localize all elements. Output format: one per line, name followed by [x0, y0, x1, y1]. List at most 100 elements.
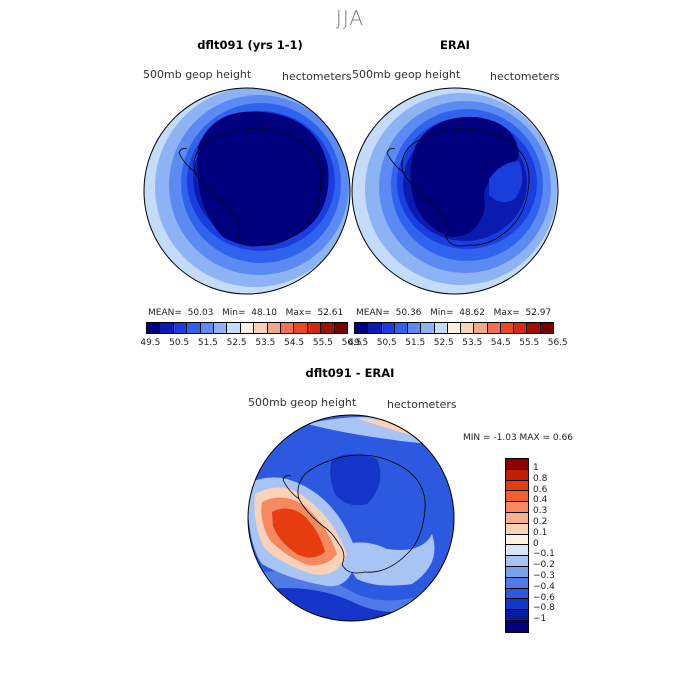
colorbar-swatch — [187, 323, 201, 333]
panel3-colorbar-labels: 1 0.8 0.6 0.4 0.3 0.2 0.1 0 −0.1 −0.2 −0.3 −0.4 −0.6… — [533, 463, 555, 625]
colorbar-swatch — [527, 323, 541, 333]
map-band — [346, 534, 435, 586]
colorbar-swatch — [434, 323, 448, 333]
colorbar-tick-label: 54.5 — [490, 338, 511, 348]
panel2-stats: MEAN= 50.36 Min= 48.62 Max= 52.97 — [356, 308, 552, 318]
colorbar-swatch — [474, 323, 488, 333]
colorbar-swatch — [307, 323, 322, 333]
colorbar-swatch — [267, 323, 282, 333]
colorbar-tick-label: −0.6 — [533, 592, 555, 603]
panel2-title: ERAI — [440, 38, 470, 52]
colorbar-tick-label: 56.5 — [547, 338, 568, 348]
colorbar-swatch — [506, 556, 528, 567]
colorbar-tick-label: −0.8 — [533, 603, 555, 614]
colorbar-swatch — [294, 323, 308, 333]
colorbar-swatch — [506, 534, 528, 546]
colorbar-tick-label: 0.2 — [533, 516, 548, 527]
panel2-variable: 500mb geop height — [352, 68, 461, 81]
colorbar-swatch — [506, 577, 528, 589]
panel2-colorbar-labels: 49.5 50.5 51.5 52.5 53.5 54.5 55.5 56.5 — [344, 338, 572, 348]
colorbar-swatch — [381, 323, 395, 333]
colorbar-swatch — [540, 323, 553, 333]
colorbar-swatch — [227, 323, 241, 333]
panel1-colorbar-labels: 49.5 50.5 51.5 52.5 53.5 54.5 55.5 56.5 — [136, 338, 366, 348]
colorbar-tick-label: 56.5 — [341, 338, 362, 348]
antarctica-coastline — [297, 454, 426, 574]
colorbar-swatch — [506, 523, 528, 535]
panel3-units: hectometers — [387, 398, 457, 411]
colorbar-swatch — [506, 459, 528, 470]
colorbar-tick-label: −0.4 — [533, 581, 555, 592]
colorbar-swatch — [355, 323, 369, 333]
colorbar-swatch — [160, 323, 174, 333]
panel1-stats: MEAN= 50.03 Min= 48.10 Max= 52.61 — [148, 308, 344, 318]
colorbar-swatch — [506, 502, 528, 513]
colorbar-swatch — [506, 566, 528, 578]
colorbar-swatch — [240, 323, 255, 333]
panel2-units: hectometers — [490, 70, 560, 83]
colorbar-swatch — [408, 323, 422, 333]
colorbar-tick-label: 55.5 — [312, 338, 333, 348]
figure-title: JJA — [335, 6, 365, 30]
panel3-difference-map — [247, 414, 455, 622]
map-band — [489, 161, 523, 203]
colorbar-swatch — [500, 323, 515, 333]
colorbar-tick-label: 52.5 — [226, 338, 247, 348]
antarctica-coastline — [401, 127, 530, 247]
colorbar-swatch — [506, 588, 528, 600]
colorbar-tick-label: 0.1 — [533, 527, 548, 538]
colorbar-swatch — [506, 620, 528, 632]
map-band — [410, 116, 519, 237]
colorbar-tick-label: 52.5 — [433, 338, 454, 348]
colorbar-swatch — [506, 599, 528, 611]
colorbar-tick-label: 51.5 — [197, 338, 218, 348]
panel1-variable: 500mb geop height — [143, 68, 252, 81]
map-band — [307, 416, 447, 444]
panel3-variable: 500mb geop height — [248, 396, 357, 409]
colorbar-swatch — [254, 323, 268, 333]
colorbar-tick-label: 54.5 — [284, 338, 305, 348]
colorbar-tick-label: 50.5 — [376, 338, 397, 348]
colorbar-swatch — [334, 323, 348, 333]
colorbar-tick-label: −0.2 — [533, 560, 555, 571]
panel3-colorbar — [505, 458, 529, 633]
colorbar-swatch — [368, 323, 382, 333]
colorbar-tick-label: 49.5 — [140, 338, 161, 348]
colorbar-swatch — [147, 323, 161, 333]
panel1-units: hectometers — [282, 70, 352, 83]
colorbar-swatch — [173, 323, 188, 333]
panel1-colorbar — [146, 322, 348, 334]
colorbar-swatch — [506, 480, 528, 492]
colorbar-swatch — [421, 323, 435, 333]
colorbar-tick-label: 0 — [533, 538, 539, 549]
colorbar-tick-label: 0.6 — [533, 484, 548, 495]
panel2-polar-map — [351, 87, 559, 295]
colorbar-tick-label: 50.5 — [169, 338, 190, 348]
colorbar-swatch — [281, 323, 295, 333]
colorbar-tick-label: 53.5 — [462, 338, 483, 348]
colorbar-swatch — [447, 323, 462, 333]
colorbar-tick-label: 53.5 — [255, 338, 276, 348]
colorbar-swatch — [506, 512, 528, 524]
panel3-minmax: MIN = -1.03 MAX = 0.66 — [463, 433, 573, 443]
colorbar-tick-label: 55.5 — [519, 338, 540, 348]
colorbar-tick-label: 0.4 — [533, 495, 548, 506]
colorbar-tick-label: 51.5 — [405, 338, 426, 348]
antarctica-coastline — [193, 127, 322, 247]
colorbar-swatch — [506, 610, 528, 621]
panel1-polar-map — [143, 87, 351, 295]
colorbar-swatch — [200, 323, 215, 333]
colorbar-tick-label: 0.3 — [533, 506, 548, 517]
panel3-title: dflt091 - ERAI — [305, 366, 395, 380]
panel1-title: dflt091 (yrs 1-1) — [197, 38, 303, 52]
colorbar-swatch — [506, 469, 528, 481]
colorbar-swatch — [514, 323, 528, 333]
colorbar-tick-label: −0.3 — [533, 570, 555, 581]
colorbar-tick-label: 0.8 — [533, 473, 548, 484]
colorbar-swatch — [214, 323, 228, 333]
map-band — [272, 508, 325, 558]
colorbar-swatch — [321, 323, 335, 333]
map-band — [197, 111, 329, 246]
colorbar-tick-label: −0.1 — [533, 549, 555, 560]
map-band — [330, 454, 381, 506]
